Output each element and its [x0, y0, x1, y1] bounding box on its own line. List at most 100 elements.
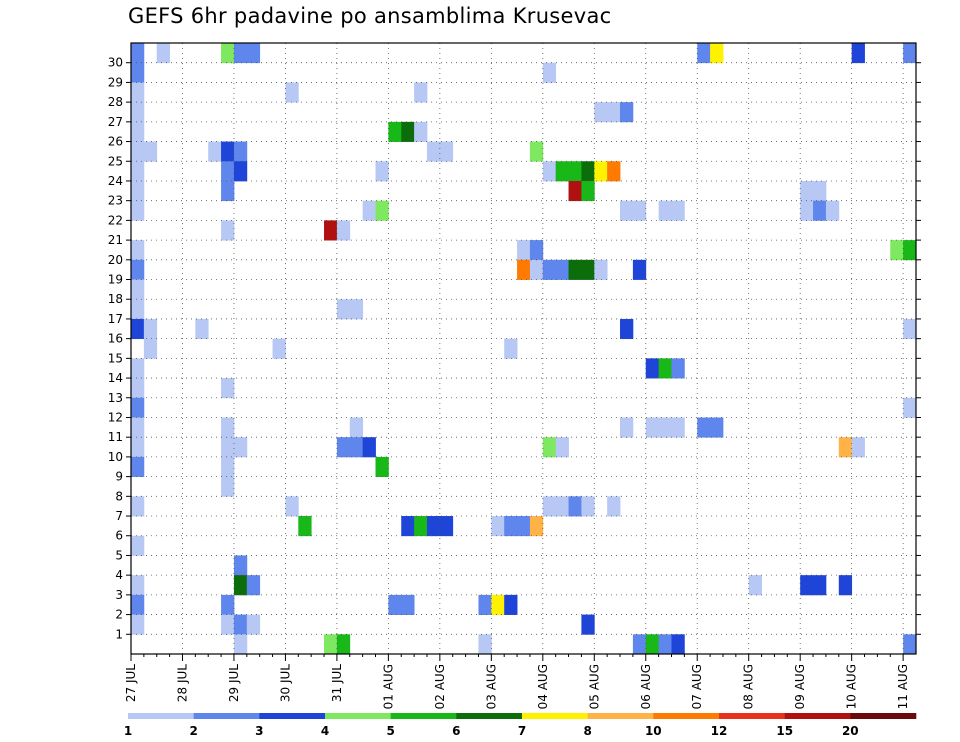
- heatmap-cell: [581, 161, 595, 182]
- colorbar-label: 8: [584, 724, 592, 738]
- y-tick-label: 26: [108, 135, 123, 149]
- heatmap-cell: [838, 437, 853, 458]
- heatmap-cell: [221, 594, 235, 615]
- colorbar-segment: [456, 713, 523, 719]
- heatmap-cells: [131, 43, 917, 655]
- heatmap-cell: [607, 102, 621, 123]
- heatmap-cell: [620, 417, 634, 438]
- x-tick-label: 08 AUG: [742, 664, 756, 709]
- heatmap-cell: [800, 180, 814, 202]
- heatmap-cell: [131, 614, 145, 635]
- y-tick-label: 15: [108, 351, 123, 365]
- heatmap-cell: [324, 634, 338, 655]
- heatmap-cell: [131, 417, 145, 438]
- y-tick-label: 2: [115, 608, 123, 622]
- heatmap-cell: [568, 496, 582, 517]
- colorbar-label: 15: [776, 724, 793, 738]
- y-tick-label: 16: [108, 332, 123, 346]
- x-tick-label: 02 AUG: [433, 664, 447, 709]
- x-tick-label: 03 AUG: [484, 664, 498, 709]
- colorbar-segment: [653, 713, 720, 719]
- heatmap-cell: [491, 516, 505, 537]
- heatmap-cell: [131, 279, 145, 300]
- heatmap-cell: [890, 240, 904, 261]
- colorbar-segment: [522, 713, 588, 719]
- heatmap-cell: [903, 397, 917, 418]
- heatmap-cell: [658, 358, 672, 379]
- heatmap-cell: [208, 141, 222, 162]
- heatmap-cell: [414, 121, 428, 142]
- heatmap-cell: [671, 200, 685, 221]
- heatmap-cell: [645, 417, 660, 438]
- heatmap-cell: [131, 259, 145, 280]
- heatmap-cell: [555, 437, 569, 458]
- x-tick-label: 30 JUL: [278, 664, 292, 702]
- heatmap-cell: [426, 516, 441, 537]
- colorbar-label: 1: [124, 724, 132, 738]
- x-tick-label: 10 AUG: [845, 664, 859, 709]
- heatmap-cell: [221, 180, 235, 202]
- plot-frame: [130, 42, 917, 655]
- x-tick-label: 28 JUL: [176, 664, 190, 702]
- y-tick-label: 25: [108, 154, 123, 168]
- heatmap-cell: [491, 594, 505, 615]
- heatmap-cell: [478, 594, 492, 615]
- heatmap-cell: [221, 614, 235, 635]
- heatmap-cell: [851, 437, 865, 458]
- heatmap-cell: [131, 318, 145, 340]
- heatmap-cell: [529, 516, 544, 537]
- heatmap-cell: [221, 43, 235, 64]
- heatmap-cell: [607, 496, 621, 517]
- y-tick-label: 6: [115, 529, 123, 543]
- heatmap-cell: [131, 200, 145, 221]
- heatmap-cell: [233, 575, 248, 596]
- heatmap-cell: [131, 102, 145, 123]
- heatmap-cell: [131, 180, 145, 202]
- x-tick-label: 07 AUG: [690, 664, 704, 709]
- heatmap-cell: [568, 180, 582, 202]
- heatmap-cell: [131, 594, 145, 615]
- heatmap-cell: [233, 634, 248, 655]
- heatmap-cell: [362, 437, 376, 458]
- heatmap-cell: [594, 102, 608, 123]
- heatmap-cell: [131, 141, 145, 162]
- heatmap-cell: [658, 634, 672, 655]
- heatmap-cell: [221, 378, 235, 399]
- heatmap-cell: [710, 43, 724, 64]
- x-tick-label: 01 AUG: [381, 664, 395, 709]
- heatmap-cell: [131, 378, 145, 399]
- heatmap-cell: [221, 161, 235, 182]
- heatmap-cell: [349, 417, 364, 438]
- heatmap-cell: [156, 43, 171, 64]
- heatmap-cell: [221, 141, 235, 162]
- heatmap-cell: [632, 259, 647, 280]
- heatmap-cell: [903, 634, 917, 655]
- heatmap-cell: [221, 437, 235, 458]
- heatmap-cell: [336, 220, 351, 241]
- heatmap-cell: [336, 634, 351, 655]
- heatmap-cell: [645, 358, 660, 379]
- heatmap-cell: [131, 496, 145, 517]
- heatmap-cell: [504, 516, 518, 537]
- heatmap-cell: [529, 141, 544, 162]
- heatmap-cell: [131, 161, 145, 182]
- heatmap-cell: [581, 180, 595, 202]
- x-axis: 27 JUL 28 JUL 29 JUL 30 JUL 31 JUL 01 AUG 02 A…: [124, 654, 910, 709]
- heatmap-cell: [349, 437, 364, 458]
- heatmap-cell: [131, 575, 145, 596]
- colorbar: 1 2 3 4 5 6 7 8 10 12 15 20: [124, 713, 917, 738]
- y-tick-label: 13: [108, 391, 123, 405]
- heatmap-cell: [401, 516, 415, 537]
- heatmap-cell: [414, 82, 428, 103]
- x-tick-label: 04 AUG: [536, 664, 550, 709]
- y-tick-label: 23: [108, 194, 123, 208]
- colorbar-segment: [128, 713, 194, 719]
- heatmap-cell: [658, 200, 672, 221]
- y-tick-label: 27: [108, 115, 123, 129]
- heatmap-cell: [131, 43, 145, 64]
- y-tick-label: 29: [108, 75, 123, 89]
- y-tick-label: 22: [108, 213, 123, 227]
- heatmap-cell: [800, 575, 814, 596]
- heatmap-cell: [246, 614, 261, 635]
- heatmap-cell: [542, 437, 557, 458]
